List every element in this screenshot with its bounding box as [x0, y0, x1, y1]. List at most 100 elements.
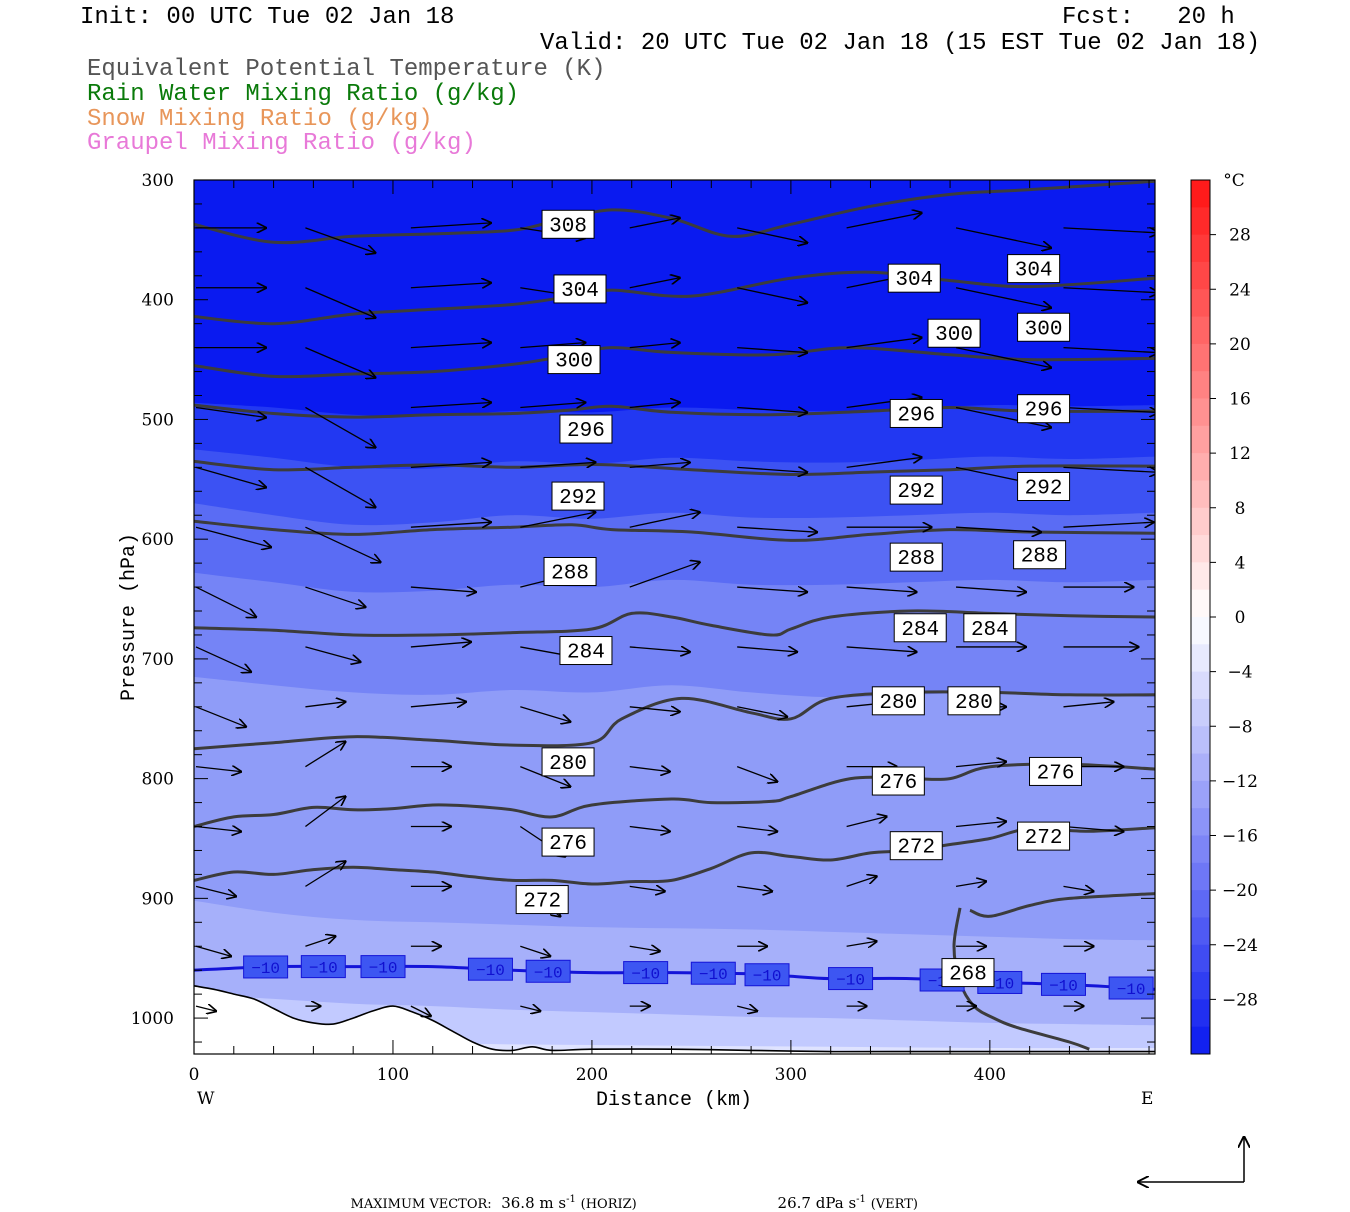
theta-e-label-text: 296 — [567, 420, 605, 443]
theta-e-label-box — [871, 686, 925, 716]
colorbar-segment — [1191, 999, 1210, 1028]
wind-vector — [305, 861, 345, 887]
colorbar-segment — [1191, 753, 1210, 782]
max-horiz-value: 36.8 — [501, 1194, 535, 1212]
isotherm-label: −10 — [744, 963, 790, 987]
theta-e-label: 288 — [889, 542, 943, 572]
y-tick-label: 400 — [142, 291, 174, 311]
isotherm-label: −10 — [467, 957, 513, 981]
colorbar-segment — [1191, 726, 1210, 755]
wind-vector — [520, 706, 570, 722]
init-time: Init: 00 UTC Tue 02 Jan 18 — [80, 4, 455, 31]
x-tick-label: 300 — [775, 1065, 807, 1085]
theta-e-contour — [194, 609, 1155, 637]
isotherm-label-text: −10 — [631, 966, 660, 984]
isotherm-label: −10 — [243, 955, 289, 979]
wind-vector — [737, 348, 807, 353]
wind-vector — [1063, 702, 1113, 707]
colorbar-label: −4 — [1227, 663, 1252, 683]
theta-e-label-box — [1013, 540, 1067, 570]
theta-e-label: 304 — [553, 274, 607, 304]
wind-vector — [1063, 467, 1155, 472]
colorbar-segment — [1191, 890, 1210, 918]
theta-e-label-text: 276 — [1037, 762, 1075, 785]
theta-e-label-text: 276 — [879, 772, 917, 795]
theta-e-label-box — [541, 747, 595, 777]
theta-e-label-box — [1017, 312, 1071, 342]
colorbar-segment — [1191, 698, 1210, 727]
theta-e-label: 308 — [541, 209, 595, 239]
theta-e-label: 304 — [1007, 254, 1061, 284]
max-horiz-units: m s — [539, 1194, 567, 1212]
colorbar-label: 28 — [1229, 226, 1251, 246]
theta-e-label: 300 — [547, 345, 601, 375]
theta-e-label-text: 304 — [895, 269, 933, 292]
wind-vector — [195, 827, 241, 832]
x-endpoint-west: W — [197, 1089, 215, 1109]
wind-vector — [955, 287, 1051, 308]
colorbar-segment — [1191, 944, 1210, 973]
max-horiz-tag: (HORIZ) — [580, 1197, 637, 1212]
wind-vector — [410, 522, 491, 527]
wind-vector — [410, 283, 491, 288]
wind-vector — [629, 647, 690, 652]
isotherm-label: −10 — [1040, 972, 1086, 996]
wind-vector — [629, 767, 670, 772]
colorbar-segment — [1191, 671, 1210, 700]
theta-e-label-text: 268 — [949, 964, 987, 987]
wind-vector — [955, 587, 1026, 592]
wind-vector — [305, 287, 375, 318]
wind-vector — [305, 586, 365, 607]
isotherm-label-box — [690, 961, 736, 985]
theta-e-label-text: 284 — [901, 619, 939, 642]
y-tick-label: 500 — [142, 410, 174, 430]
theta-e-label-text: 288 — [1021, 546, 1059, 569]
colorbar-segment — [1191, 425, 1210, 454]
wind-vector — [195, 406, 266, 417]
theta-e-label: 272 — [1017, 821, 1071, 851]
theta-e-contour — [194, 180, 1155, 245]
theta-e-label-text: 292 — [897, 481, 935, 504]
theta-e-label-box — [1017, 821, 1071, 851]
wind-vector — [955, 227, 1051, 248]
theta-e-label-text: 276 — [549, 833, 587, 856]
y-tick-label: 700 — [142, 650, 174, 670]
wind-vector — [955, 346, 1051, 368]
y-tick-label: 800 — [142, 770, 174, 790]
theta-e-label: 300 — [1017, 312, 1071, 342]
forecast-hour: Fcst: 20 h — [1062, 4, 1235, 31]
theta-e-label: 284 — [893, 613, 947, 643]
colorbar-label: −20 — [1222, 881, 1258, 901]
theta-e-label: 292 — [551, 481, 605, 511]
wind-vector — [305, 466, 375, 507]
isotherm-label-text: −10 — [476, 962, 505, 980]
isotherm-label-text: −10 — [309, 960, 338, 978]
x-tick-label: 0 — [189, 1065, 200, 1085]
theta-e-label-box — [889, 542, 943, 572]
wind-vector — [520, 1006, 540, 1011]
isotherm-label-box — [467, 957, 513, 981]
wind-vector — [955, 822, 1006, 827]
theta-e-label-text: 284 — [567, 642, 605, 665]
isotherm-label-box — [1108, 976, 1154, 1000]
wind-vector — [1063, 886, 1093, 891]
wind-vector — [737, 587, 807, 592]
wind-vector — [410, 462, 491, 467]
x-axis-label: Distance (km) — [596, 1089, 752, 1112]
theta-e-label: 272 — [515, 885, 569, 915]
wind-vector — [520, 402, 585, 407]
wind-vector — [737, 227, 807, 243]
colorbar-unit: °C — [1223, 171, 1245, 191]
wind-vector — [520, 945, 550, 956]
colorbar-segment — [1191, 972, 1210, 1000]
isotherm-label-box — [623, 961, 669, 985]
colorbar-segment — [1191, 316, 1210, 345]
theta-e-label-box — [559, 414, 613, 444]
wind-vector — [736, 766, 777, 782]
theta-e-label: 292 — [889, 475, 943, 505]
theta-e-label-box — [927, 318, 981, 348]
isotherm-label-text: −10 — [1117, 981, 1146, 999]
wind-vector — [1063, 288, 1155, 293]
wind-vector — [629, 512, 700, 528]
theta-e-label-text: 292 — [1025, 477, 1063, 500]
